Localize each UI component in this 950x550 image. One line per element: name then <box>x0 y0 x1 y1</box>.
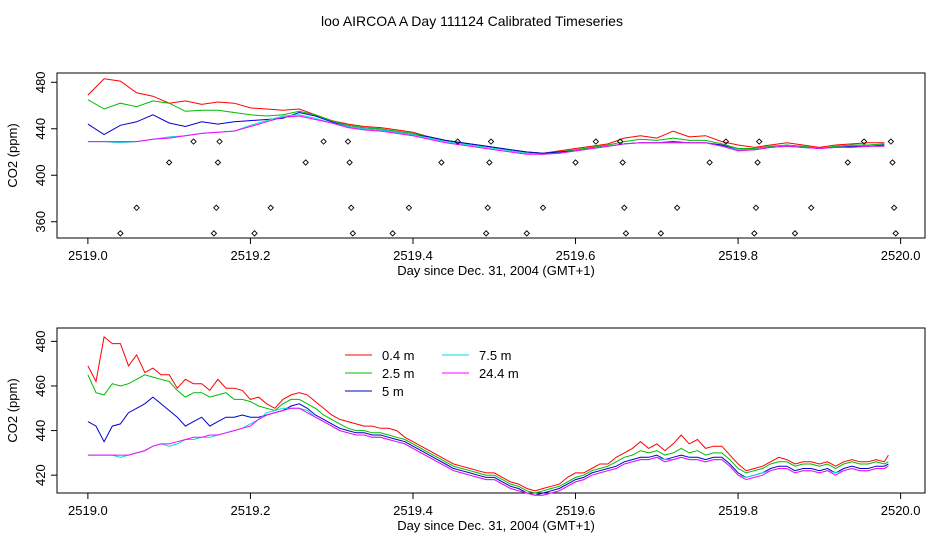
top-point-marker <box>887 138 895 145</box>
top-point-marker <box>622 230 630 237</box>
top-point-marker <box>791 230 799 237</box>
top-point-marker <box>706 159 713 166</box>
top-point-marker <box>889 159 896 166</box>
bottom-y-tick-label: 420 <box>33 464 48 486</box>
top-point-marker <box>302 159 309 166</box>
top-point-marker <box>347 204 355 212</box>
bottom-x-axis-label: Day since Dec. 31, 2004 (GMT+1) <box>397 518 595 533</box>
top-point-marker <box>572 159 579 166</box>
top-point-marker <box>117 230 124 237</box>
bottom-y-axis-label: CO2 (ppm) <box>5 378 20 442</box>
bottom-x-tick-label: 2519.4 <box>393 503 433 518</box>
bottom-series-7-5-m-line <box>87 407 889 496</box>
top-point-marker <box>892 230 899 237</box>
top-point-marker <box>454 138 461 145</box>
top-point-marker <box>844 159 852 166</box>
top-point-marker <box>860 138 868 145</box>
top-x-tick-label: 2519.2 <box>231 248 271 263</box>
top-x-tick-label: 2519.0 <box>68 248 108 263</box>
bottom-series-5-m-line <box>87 396 889 496</box>
top-x-tick-label: 2519.6 <box>556 248 596 263</box>
bottom-x-tick-label: 2519.8 <box>718 503 758 518</box>
top-y-tick-label: 400 <box>33 164 48 186</box>
top-point-marker <box>616 138 624 145</box>
top-series-0-4-m-line <box>87 78 885 154</box>
top-y-tick-label: 360 <box>33 211 48 233</box>
top-point-marker <box>539 204 547 212</box>
top-y-tick-label: 480 <box>33 71 48 93</box>
bottom-x-tick-label: 2520.0 <box>881 503 921 518</box>
top-panel: 2519.0 2519.2 2519.4 2519.6 2519.8 2520.0 360 4… <box>5 71 926 278</box>
top-point-marker <box>165 159 173 166</box>
top-plot-frame <box>56 72 926 239</box>
top-point-marker <box>190 138 197 145</box>
top-point-marker <box>346 159 353 166</box>
top-point-marker <box>657 230 665 237</box>
top-point-marker <box>486 159 493 166</box>
bottom-series-2-5-m-line <box>87 374 889 494</box>
top-point-marker <box>210 230 218 237</box>
legend-label: 7.5 m <box>479 348 512 363</box>
top-x-tick-label: 2519.8 <box>718 248 758 263</box>
top-point-marker <box>344 138 352 145</box>
top-point-marker <box>592 138 600 145</box>
bottom-series-0-4-m-line <box>87 335 889 492</box>
top-point-marker <box>754 159 761 166</box>
top-point-marker <box>751 230 758 237</box>
top-point-marker <box>619 159 626 166</box>
top-point-marker <box>673 204 681 212</box>
legend-label: 5 m <box>382 384 404 399</box>
top-point-marker <box>807 204 815 212</box>
bottom-x-tick-label: 2519.2 <box>231 503 271 518</box>
top-point-marker <box>484 204 491 212</box>
bottom-legend: 0.4 m 2.5 m 5 m 7.5 m 24.4 m <box>345 348 519 399</box>
top-x-axis-label: Day since Dec. 31, 2004 (GMT+1) <box>397 263 595 278</box>
top-point-marker <box>523 230 530 237</box>
legend-label: 2.5 m <box>382 366 415 381</box>
bottom-series-24-4-m-line <box>87 407 889 496</box>
top-point-marker <box>320 138 327 145</box>
bottom-y-tick-label: 440 <box>33 420 48 442</box>
top-point-marker <box>216 138 223 145</box>
figure-title: loo AIRCOA A Day 111124 Calibrated Times… <box>321 13 623 29</box>
top-point-marker <box>482 230 490 237</box>
bottom-plot-frame <box>56 327 926 494</box>
top-series-24-4-m-line <box>87 115 885 155</box>
legend-label: 24.4 m <box>479 366 519 381</box>
bottom-y-tick-label: 460 <box>33 375 48 397</box>
top-point-marker <box>755 138 763 145</box>
top-series-2-5-m-line <box>87 99 885 154</box>
top-point-marker <box>251 230 258 237</box>
bottom-y-tick-label: 480 <box>33 331 48 353</box>
top-point-marker <box>405 204 413 212</box>
top-point-marker <box>133 204 140 212</box>
top-y-axis-label: CO2 (ppm) <box>5 123 20 187</box>
top-y-tick-label: 440 <box>33 118 48 140</box>
top-point-marker <box>214 159 222 166</box>
bottom-x-tick-label: 2519.6 <box>556 503 596 518</box>
legend-label: 0.4 m <box>382 348 415 363</box>
bottom-panel: 2519.0 2519.2 2519.4 2519.6 2519.8 2520.0 420 4… <box>5 327 926 533</box>
top-point-marker <box>267 204 274 212</box>
bottom-x-tick-label: 2519.0 <box>68 503 108 518</box>
top-x-tick-label: 2520.0 <box>881 248 921 263</box>
top-point-marker <box>890 204 898 212</box>
top-point-marker <box>752 204 760 212</box>
top-point-marker <box>487 138 495 145</box>
top-point-marker <box>621 204 628 212</box>
top-point-marker <box>213 204 220 212</box>
top-point-marker <box>722 138 730 145</box>
top-x-tick-label: 2519.4 <box>393 248 433 263</box>
top-point-marker <box>389 230 396 237</box>
top-point-marker <box>438 159 445 166</box>
top-point-marker <box>349 230 357 237</box>
